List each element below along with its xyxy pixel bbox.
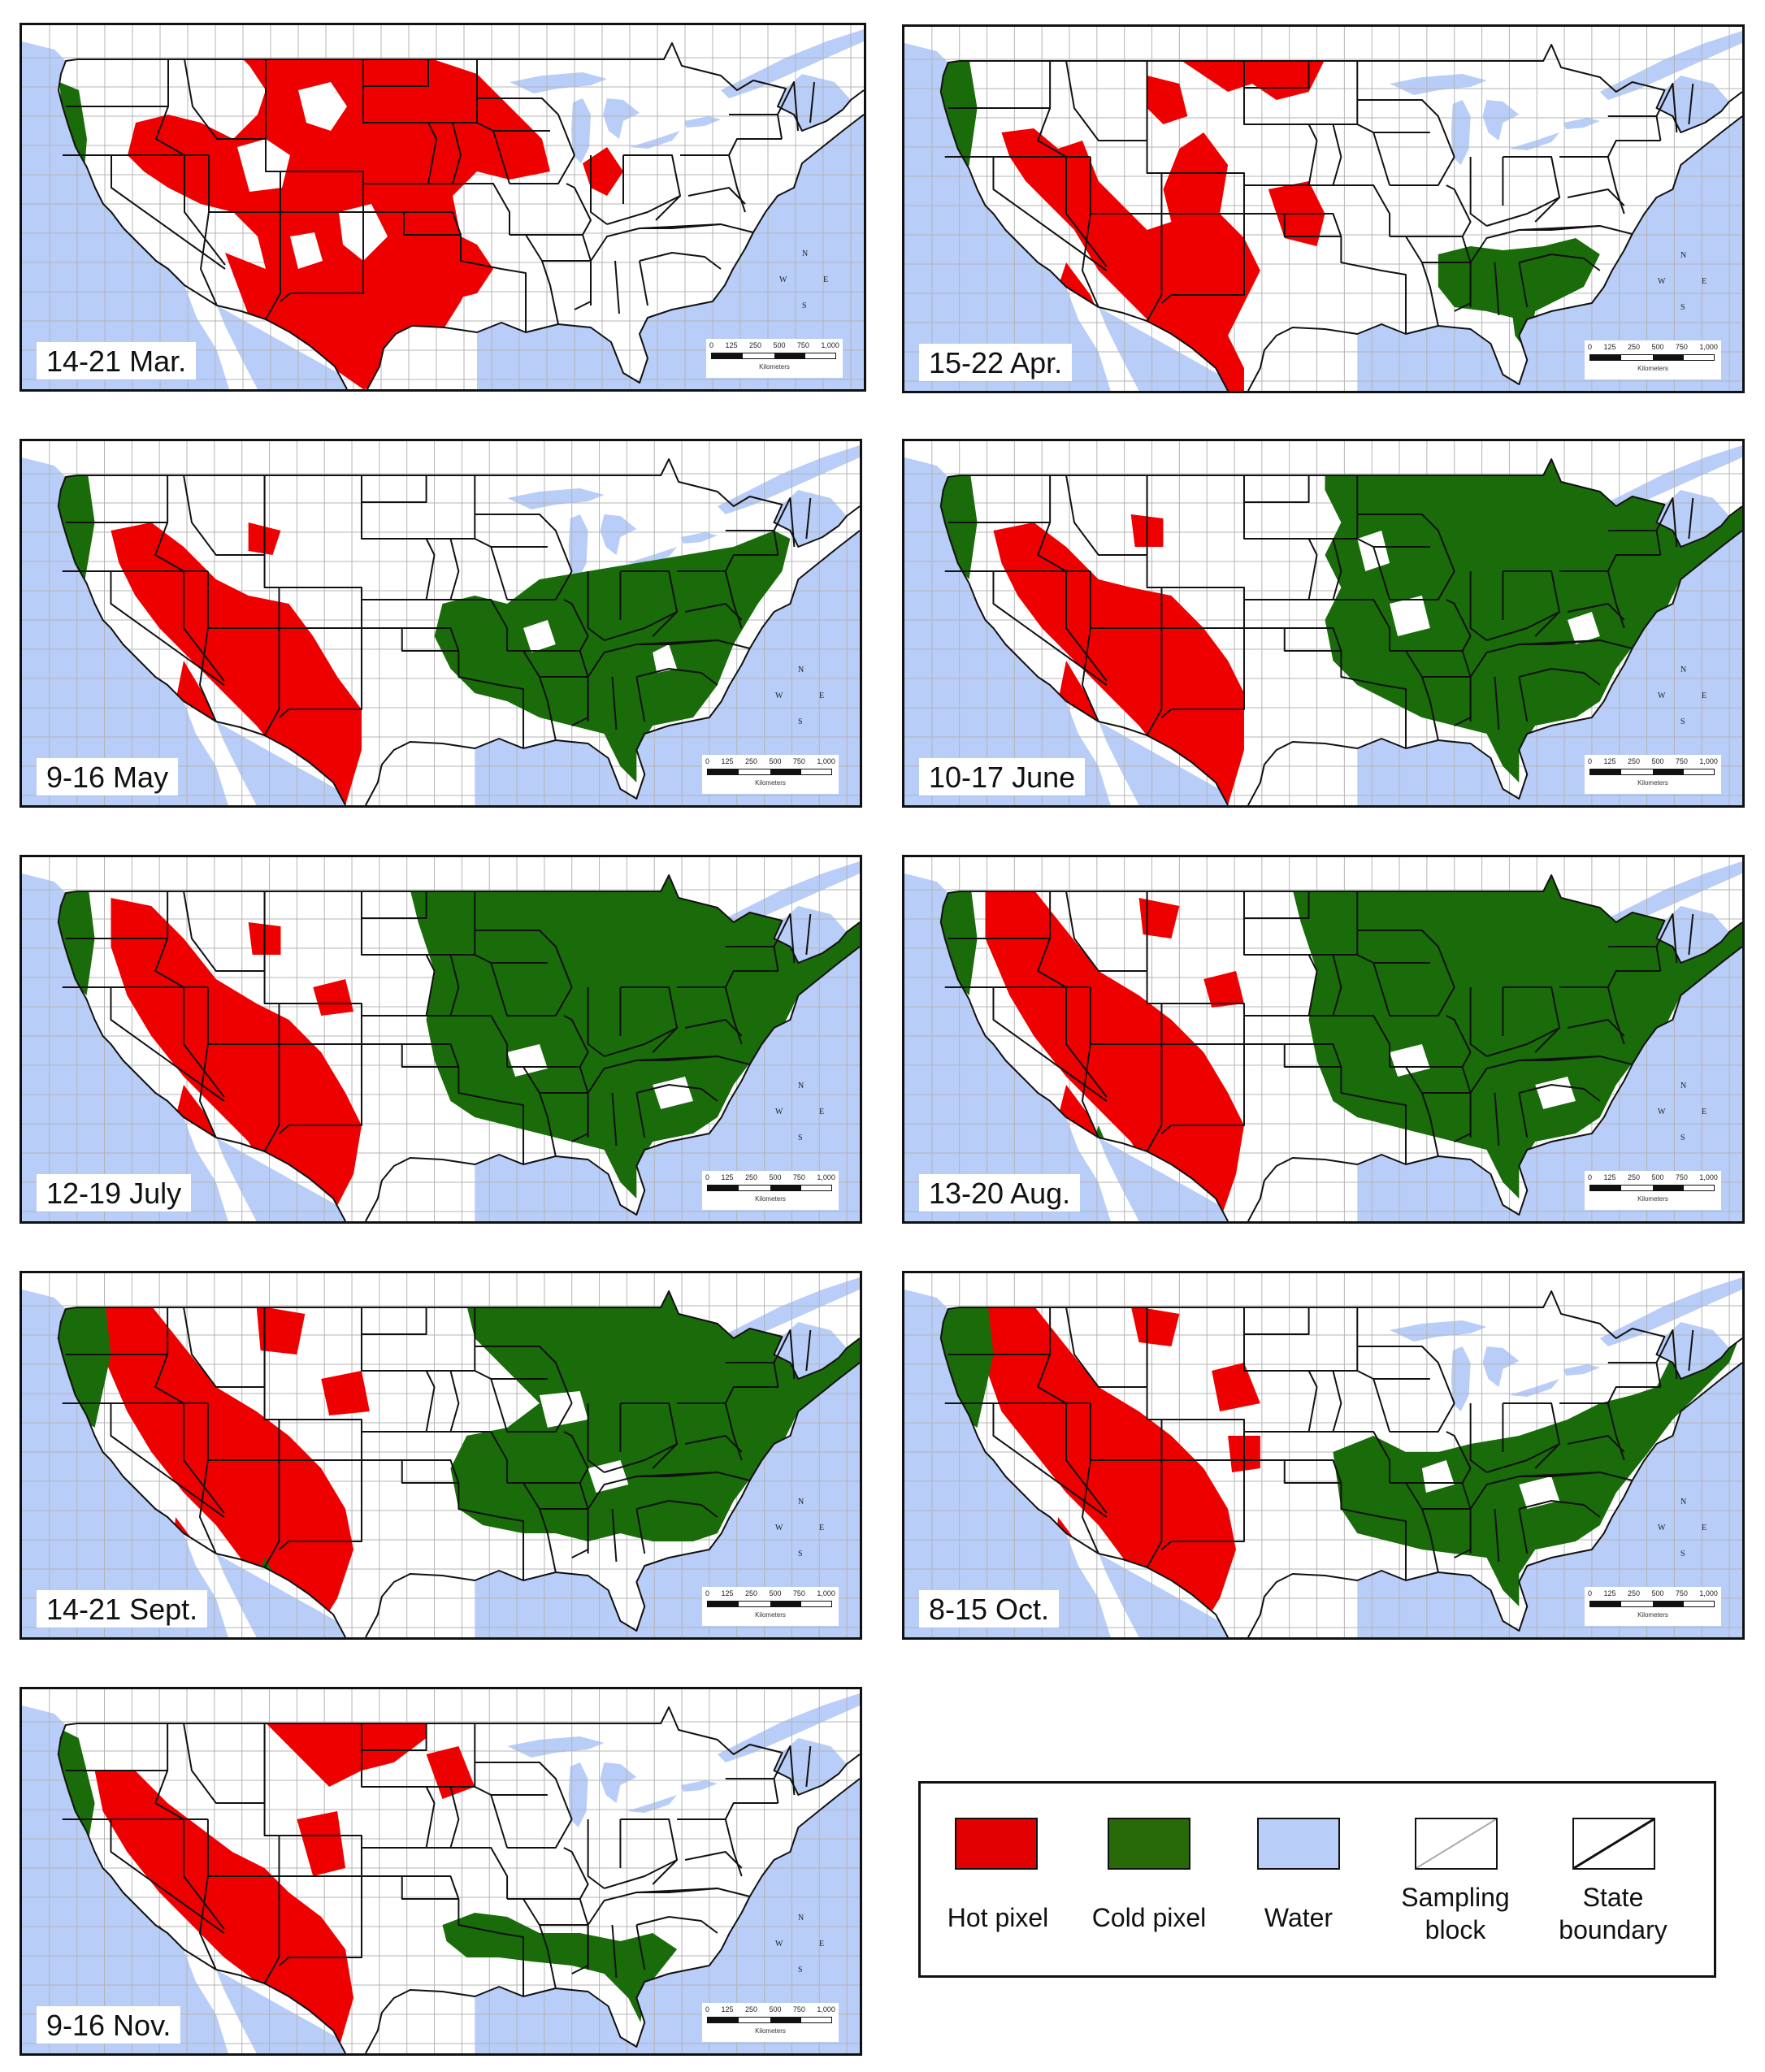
sampling-block-swatch (1415, 1818, 1498, 1870)
scale-bar: 0 125 250 500 750 1,000 Kilometers (702, 755, 839, 794)
map-canvas (22, 1689, 860, 2053)
water-swatch (1257, 1818, 1340, 1870)
map-canvas (904, 441, 1742, 805)
scale-bar: 0 125 250 500 750 1,000 Kilometers (706, 339, 843, 378)
map-canvas (904, 27, 1742, 391)
map-canvas (22, 441, 860, 805)
map-canvas (22, 857, 860, 1221)
panel-date-label: 14-21 Mar. (37, 342, 197, 379)
scale-bar: 0 125 250 500 750 1,000 Kilometers (1585, 1587, 1721, 1626)
map-canvas (22, 1273, 860, 1637)
map-canvas (904, 1273, 1742, 1637)
cold-pixel-regions (940, 51, 1600, 352)
cold-pixel-swatch (1108, 1818, 1190, 1870)
scale-bar: 0 125 250 500 750 1,000 Kilometers (702, 1171, 839, 1210)
scale-bar: 0 125 250 500 750 1,000 Kilometers (702, 1587, 839, 1626)
panel-date-label: 9-16 Nov. (37, 2006, 181, 2044)
panel-date-label: 8-15 Oct. (919, 1590, 1060, 1628)
panel-date-label: 10-17 June (919, 758, 1086, 795)
hot-pixel-swatch (955, 1818, 1038, 1870)
map-canvas (22, 25, 864, 389)
panel-date-label: 14-21 Sept. (37, 1590, 208, 1628)
scale-bar: 0 125 250 500 750 1,000 Kilometers (1585, 340, 1721, 379)
state-boundary-swatch (1572, 1818, 1655, 1870)
panel-date-label: 12-19 July (37, 1174, 192, 1212)
scale-bar: 0 125 250 500 750 1,000 Kilometers (1585, 1171, 1721, 1210)
panel-date-label: 9-16 May (37, 758, 179, 795)
map-legend: Hot pixel Cold pixel Water Sampling bloc… (918, 1781, 1716, 1978)
scale-bar: 0 125 250 500 750 1,000 Kilometers (702, 2003, 839, 2042)
scale-bar: 0 125 250 500 750 1,000 Kilometers (1585, 755, 1721, 794)
map-canvas (904, 857, 1742, 1221)
panel-date-label: 13-20 Aug. (919, 1174, 1081, 1212)
panel-date-label: 15-22 Apr. (919, 344, 1073, 381)
